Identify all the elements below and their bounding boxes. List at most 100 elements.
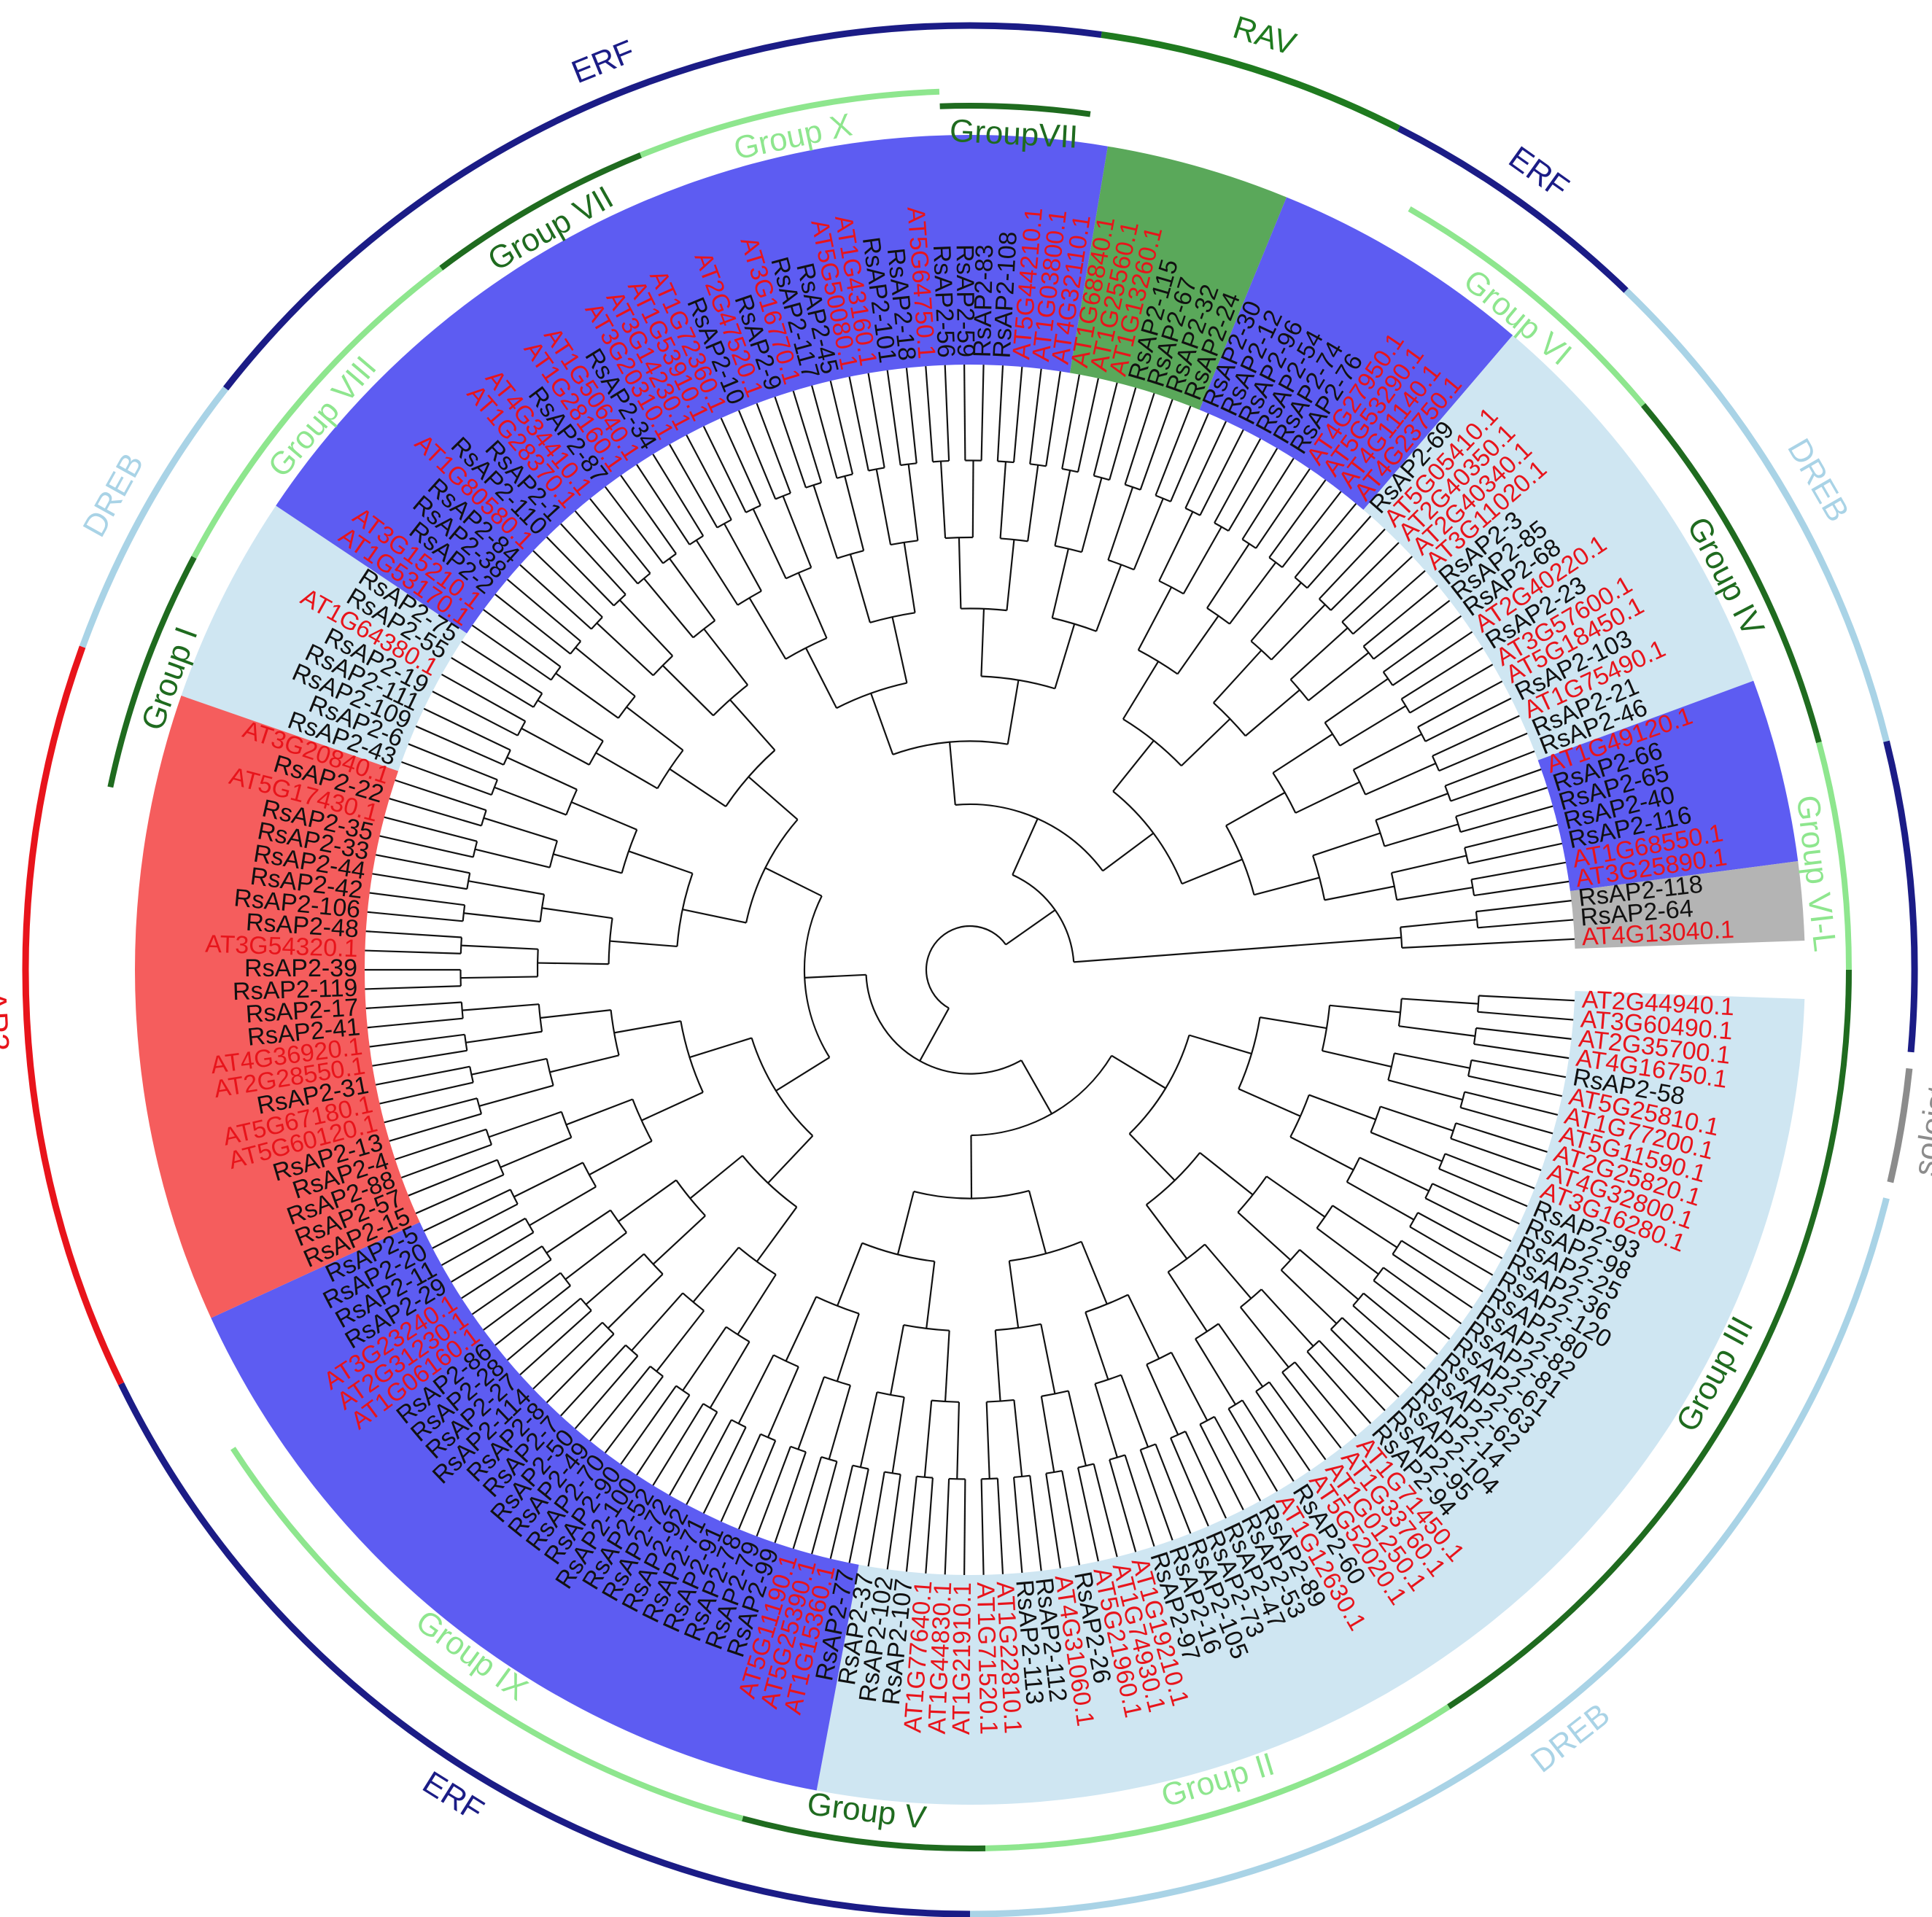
branch-line [737,1354,775,1424]
branch-line [1182,526,1222,594]
family-ring-arc-0 [222,22,1102,391]
branch-line [1029,368,1042,464]
branch-line [1394,1052,1470,1069]
branch-line [1227,1408,1279,1492]
branch-line [836,1313,860,1382]
branch-line [1392,631,1473,686]
branch-line [1260,1288,1314,1347]
branch-arc [750,1038,814,1137]
branch-arc [1341,621,1354,635]
branch-line [636,1394,691,1476]
branch-line [828,1385,851,1460]
branch-line [1124,1455,1155,1547]
branch-line [891,616,908,683]
branch-arc [1206,607,1230,625]
branch-arc [997,460,1015,464]
branch-arc [675,1179,706,1217]
family-ring-arc-8 [22,645,125,1385]
branch-line [507,578,581,642]
branch-line [589,1140,653,1176]
branch-line [389,798,482,827]
branch-line [738,410,777,499]
branch-line [549,1054,619,1073]
branch-arc [944,536,973,540]
family-ring-label-6: DREB [1524,1697,1617,1780]
branch-line [720,1434,761,1523]
branch-line [546,1209,611,1254]
branch-arc [1155,494,1171,502]
group-ring-arc-5 [1408,206,1646,408]
branch-line [500,1136,572,1168]
branch-arc [1281,1361,1296,1373]
sector-rav-2 [1069,146,1287,410]
branch-line [1012,818,1039,876]
branch-line [1184,1431,1227,1519]
branch-line [811,1461,838,1555]
branch-line [1400,919,1478,928]
branch-arc [725,750,776,807]
branch-line [1341,1317,1413,1384]
leaf-label: RsAP2-59 [951,244,979,357]
branch-line [408,1159,498,1197]
branch-arc [932,459,950,463]
branch-line [1330,1329,1400,1398]
branch-line [994,1330,1001,1401]
branch-line [1006,539,1015,611]
branch-arc [713,684,748,717]
branch-arc [509,1189,519,1205]
branch-arc [1280,1249,1300,1271]
branch-line [384,1097,478,1124]
branch-arc [559,1272,571,1286]
branch-line [555,672,619,719]
branch-line [682,909,747,924]
branch-line [607,1273,664,1329]
branch-line [532,550,603,618]
branch-arc [1475,911,1479,928]
leaf-label: RsAP2-39 [244,954,357,982]
branch-line [737,1274,777,1335]
branch-line [1204,1243,1252,1299]
branch-line [652,1215,706,1265]
branch-line [574,510,639,585]
group-ring-arc-10 [742,1816,986,1851]
branch-line [891,1396,905,1474]
branch-arc [1085,1294,1129,1313]
branch-line [1013,1399,1023,1477]
branch-line [423,1189,511,1232]
branch-line [1008,1261,1020,1329]
branch-line [1455,1122,1548,1153]
family-ring-label-3: DREB [1780,432,1856,527]
branch-line [1424,697,1512,742]
branch-line [595,752,658,790]
family-ring-arc-9 [79,386,229,648]
group-ring-arc-6 [1641,403,1822,744]
branch-line [432,691,519,736]
leaf-label: AT1G44830.1 [923,1581,958,1735]
branch-line [767,1135,814,1184]
branch-line [1155,405,1192,496]
branch-arc [565,789,578,815]
branch-line [756,1206,798,1262]
branch-line [529,1186,597,1226]
branch-line [867,373,885,468]
branch-line [506,756,578,790]
branch-line [1341,556,1413,623]
branch-arc [726,1326,750,1343]
branch-line [1473,1043,1570,1059]
branch-arc [570,640,582,655]
branch-line [703,628,749,686]
branch-line [1359,1156,1429,1192]
branch-line [996,365,1004,462]
branch-line [748,776,799,820]
branch-line [375,1065,470,1086]
branch-line [372,873,468,890]
branch-arc [1128,1035,1190,1135]
branch-line [626,706,684,751]
branch-line [958,537,962,609]
group-ring-arc-3 [640,88,940,158]
branch-line [1370,1131,1443,1162]
branch-line [729,699,776,751]
branch-line [1319,528,1386,600]
branch-line [1281,1372,1342,1449]
branch-line [1076,378,1099,473]
